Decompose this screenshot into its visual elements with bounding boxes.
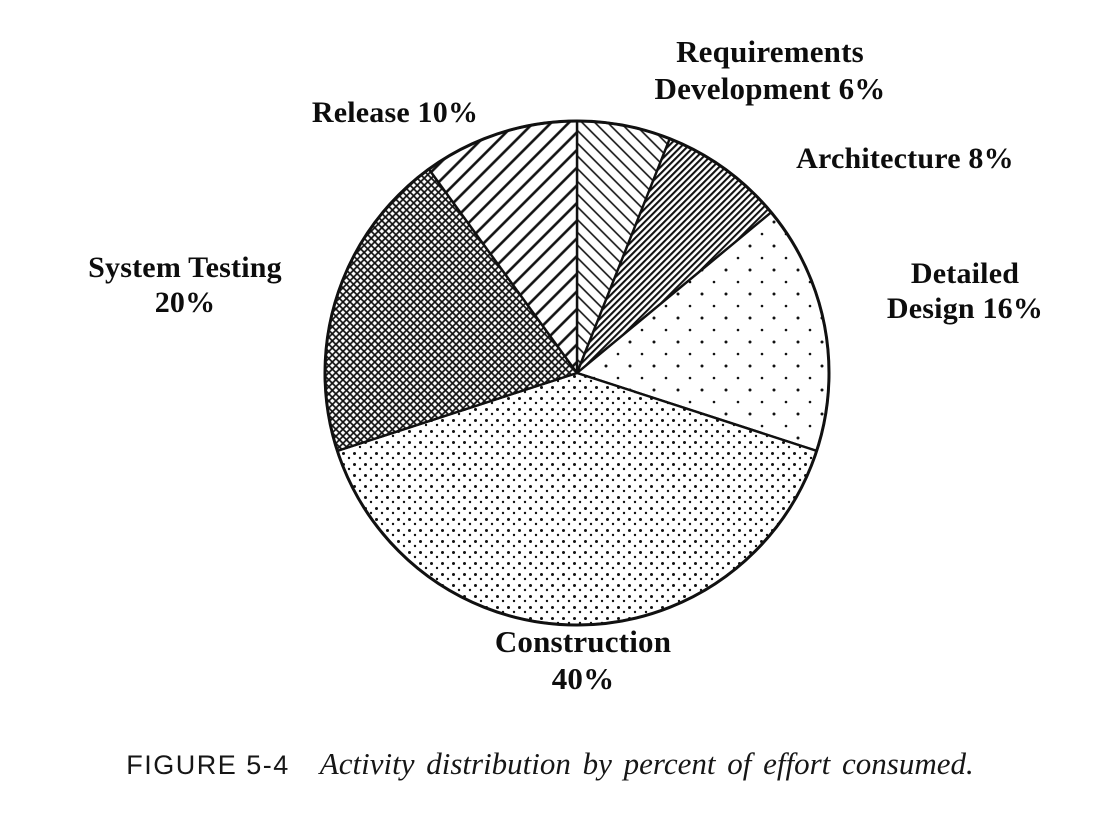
slice-label-system-testing: System Testing 20% [40,250,330,321]
figure-caption: FIGURE 5-4 Activity distribution by perc… [0,746,1100,782]
label-line: Detailed [910,257,1020,290]
slice-label-requirements-development: Requirements Development 6% [600,34,940,107]
label-line: Release 10% [311,96,479,129]
figure-caption-text: Activity distribution by percent of effo… [319,746,974,781]
label-line: 40% [551,660,615,696]
label-line: Construction [494,624,672,659]
label-line: Architecture 8% [796,142,1014,175]
label-line: Requirements [676,34,864,69]
slice-label-construction: Construction 40% [430,624,736,697]
label-line: System Testing [88,251,282,284]
slice-label-release: Release 10% [270,95,520,130]
figure-number-label: FIGURE 5-4 [126,750,290,780]
slice-label-architecture: Architecture 8% [760,141,1050,176]
label-line: 20% [154,286,216,320]
pie-outline-circle [323,119,831,627]
pie-chart-svg [323,119,831,627]
label-line: Design 16% [886,292,1044,326]
slice-label-detailed-design: Detailed Design 16% [858,256,1072,327]
pie-slices-group [323,119,831,627]
label-line: Development 6% [654,70,886,106]
